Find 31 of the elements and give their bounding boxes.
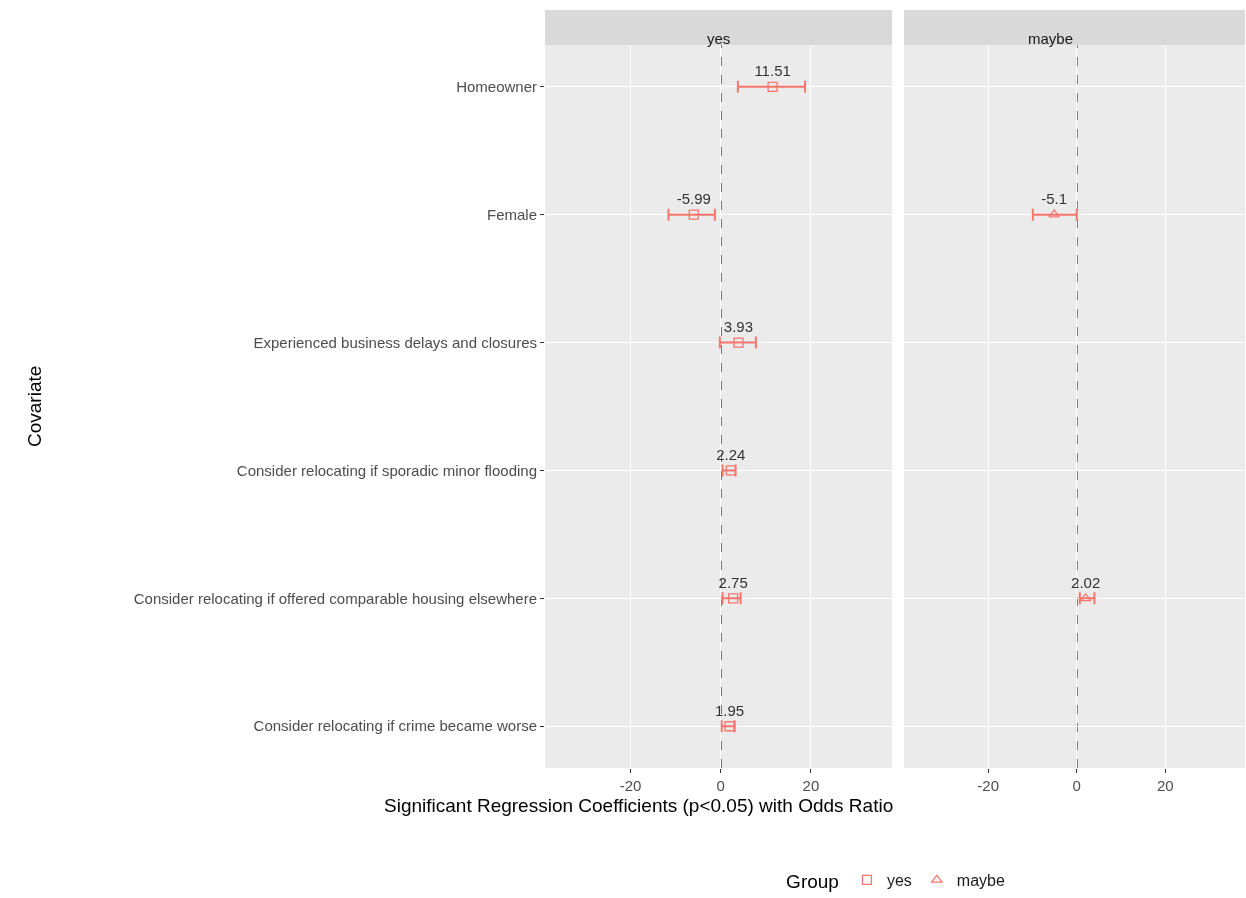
data-label: 3.93 [723, 318, 754, 336]
y-axis-title: Covariate [24, 365, 45, 447]
point [733, 337, 744, 348]
point [724, 721, 735, 732]
legend-label: yes [886, 872, 912, 890]
y-tick-label: Homeowner [456, 78, 537, 96]
x-tick-label: 20 [802, 777, 820, 794]
legend-title: Group [786, 870, 839, 892]
point [767, 81, 778, 92]
x-tick-label: 0 [716, 777, 725, 794]
point [728, 593, 739, 604]
x-tick-label: 20 [1156, 777, 1174, 794]
y-tick-label: Female [486, 205, 537, 223]
y-tick-label: Consider relocating if crime became worse [253, 717, 537, 735]
data-label: 1.95 [714, 701, 745, 719]
data-label: -5.1 [1041, 190, 1068, 208]
chart-title: maybe [1028, 30, 1074, 47]
data-label: 2.24 [716, 446, 746, 464]
chart-title: yes [707, 30, 731, 47]
data-label: 11.51 [754, 62, 791, 80]
x-tick-label: 0 [1072, 777, 1081, 794]
data-label: -5.99 [676, 190, 711, 208]
y-tick-label: Experienced business delays and closures [253, 333, 537, 351]
point [725, 465, 736, 476]
x-axis-title: Significant Regression Coefficients (p<0.05) with Odds Ratio [384, 795, 894, 816]
legend-label: maybe [956, 872, 1005, 890]
x-tick-label: -20 [977, 777, 999, 794]
x-tick-label: -20 [619, 777, 642, 794]
point [688, 209, 699, 220]
y-tick-label: Consider relocating if offered comparable housing elsewhere [133, 589, 537, 607]
y-tick-label: Consider relocating if sporadic minor flooding [236, 461, 537, 479]
